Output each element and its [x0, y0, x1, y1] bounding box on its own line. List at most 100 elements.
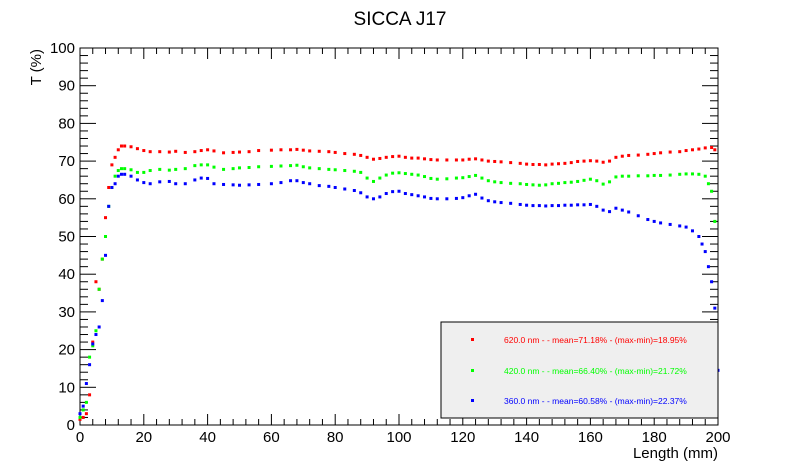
- data-point: [84, 412, 88, 416]
- data-point: [279, 181, 283, 185]
- y-tick-label: 90: [58, 78, 75, 95]
- data-point: [544, 204, 548, 208]
- data-point: [94, 329, 98, 333]
- data-point: [620, 208, 624, 212]
- data-point: [222, 151, 226, 155]
- data-point: [697, 147, 701, 151]
- data-point: [142, 149, 146, 153]
- data-point: [627, 210, 631, 214]
- data-point: [493, 159, 497, 163]
- series-0: [78, 144, 717, 421]
- series-1: [78, 163, 717, 419]
- y-tick-label: 50: [58, 229, 75, 246]
- x-tick-label: 180: [642, 429, 667, 446]
- data-point: [295, 179, 299, 183]
- x-tick-label: 40: [199, 429, 216, 446]
- data-point: [544, 183, 548, 187]
- data-point: [212, 165, 216, 169]
- y-tick-labels: 0 10 20 30 40 50 60 70 80 90 100: [50, 40, 75, 434]
- data-point: [183, 150, 187, 154]
- data-point: [531, 162, 535, 166]
- data-point: [480, 158, 484, 162]
- data-point: [123, 172, 127, 176]
- y-tick-label: 0: [67, 417, 75, 434]
- data-point: [167, 179, 171, 183]
- data-point: [537, 162, 541, 166]
- data-point: [537, 204, 541, 208]
- data-point: [352, 189, 356, 193]
- data-point: [333, 150, 337, 154]
- data-point: [100, 257, 104, 261]
- data-point: [416, 173, 420, 177]
- legend: 620.0 nm - - mean=71.18% - (max-min)=18.…: [440, 321, 719, 419]
- data-point: [352, 169, 356, 173]
- data-point: [646, 218, 650, 222]
- data-point: [78, 417, 82, 421]
- data-point: [295, 163, 299, 167]
- data-point: [659, 151, 663, 155]
- data-point: [199, 149, 203, 153]
- y-tick-label: 10: [58, 379, 75, 396]
- data-point: [158, 167, 162, 171]
- data-point: [582, 159, 586, 163]
- data-point: [343, 152, 347, 156]
- data-point: [391, 190, 395, 194]
- data-point: [148, 169, 152, 173]
- data-point: [88, 355, 92, 359]
- data-point: [104, 253, 108, 257]
- data-point: [690, 229, 694, 233]
- data-point: [429, 176, 433, 180]
- data-point: [269, 148, 273, 152]
- data-point: [531, 183, 535, 187]
- data-point: [563, 161, 567, 165]
- data-point: [199, 163, 203, 167]
- data-point: [81, 415, 85, 419]
- data-point: [620, 174, 624, 178]
- data-point: [595, 179, 599, 183]
- data-point: [212, 149, 216, 153]
- data-point: [206, 163, 210, 167]
- data-point: [100, 299, 104, 303]
- data-point: [569, 180, 573, 184]
- data-point: [238, 150, 241, 154]
- data-point: [238, 166, 241, 170]
- data-point: [563, 181, 567, 185]
- data-point: [206, 176, 210, 180]
- data-point: [269, 164, 273, 168]
- y-tick-label: 100: [50, 40, 75, 57]
- data-point: [81, 404, 85, 408]
- data-point: [167, 150, 171, 154]
- data-point: [713, 148, 717, 152]
- data-point: [365, 176, 369, 180]
- data-point: [410, 156, 414, 160]
- data-point: [119, 167, 123, 171]
- data-point: [193, 150, 197, 154]
- data-point: [222, 182, 226, 186]
- data-point: [183, 182, 187, 186]
- data-point: [582, 203, 586, 207]
- data-point: [518, 202, 522, 206]
- data-point: [295, 147, 299, 151]
- data-point: [378, 195, 382, 199]
- legend-marker-620: [471, 338, 474, 341]
- data-point: [668, 222, 672, 226]
- data-point: [595, 159, 599, 163]
- data-point: [97, 325, 101, 329]
- data-point: [391, 171, 395, 175]
- x-tick-label: 80: [327, 429, 344, 446]
- data-point: [690, 172, 694, 176]
- data-point: [403, 192, 407, 196]
- data-point: [706, 182, 710, 186]
- data-point: [423, 195, 427, 199]
- data-point: [569, 161, 573, 165]
- data-point: [576, 203, 580, 207]
- data-point: [403, 172, 407, 176]
- data-point: [193, 164, 197, 168]
- data-point: [493, 180, 497, 184]
- data-point: [480, 196, 484, 200]
- data-point: [212, 182, 216, 186]
- data-point: [608, 159, 612, 163]
- data-point: [678, 150, 682, 154]
- data-point: [91, 342, 95, 346]
- data-point: [183, 167, 187, 171]
